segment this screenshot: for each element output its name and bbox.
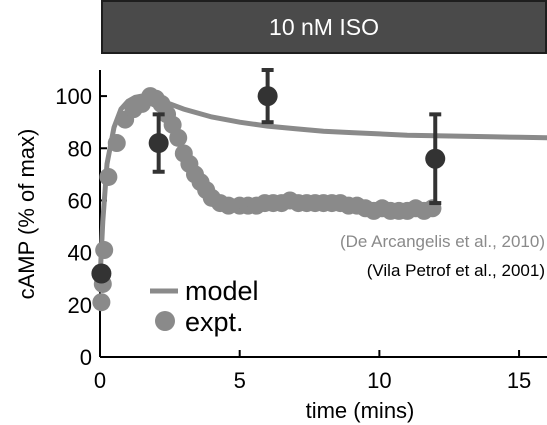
legend-swatch-expt (155, 311, 175, 331)
legend-label-model: model (185, 276, 259, 306)
y-tick-label: 60 (68, 188, 92, 213)
y-tick-label: 80 (68, 136, 92, 161)
x-tick-label: 10 (367, 368, 391, 393)
y-tick-label: 20 (68, 293, 92, 318)
data-point-errorbar (425, 148, 446, 169)
data-point-expt (107, 134, 126, 153)
data-point-errorbar (91, 263, 112, 284)
x-tick-label: 5 (234, 368, 246, 393)
data-point-errorbar (257, 86, 278, 107)
x-tick-label: 0 (94, 368, 106, 393)
series-points-expt (92, 87, 442, 312)
data-point-expt (92, 293, 111, 312)
condition-label: 10 nM ISO (269, 13, 379, 40)
series-errorbar-points (91, 68, 446, 284)
data-point-expt (95, 241, 114, 260)
x-ticks: 0 5 10 15 (94, 350, 531, 393)
legend: model expt. (150, 276, 259, 337)
x-tick-label: 15 (507, 368, 531, 393)
data-point-expt (169, 128, 188, 147)
y-tick-label: 40 (68, 241, 92, 266)
data-point-expt (99, 167, 118, 186)
condition-banner: 10 nM ISO (101, 0, 547, 54)
y-tick-label: 0 (80, 345, 92, 370)
y-tick-label: 100 (55, 84, 92, 109)
legend-label-expt: expt. (185, 307, 244, 337)
x-axis-label: time (mins) (306, 398, 415, 423)
y-axis-label: cAMP (% of max) (14, 129, 39, 300)
y-ticks: 0 20 40 60 80 100 (55, 84, 107, 370)
data-point-errorbar (148, 133, 169, 154)
annotation-vila-petrof: (Vila Petrof et al., 2001) (367, 261, 545, 280)
annotation-de-arcangelis: (De Arcangelis et al., 2010) (340, 232, 545, 251)
